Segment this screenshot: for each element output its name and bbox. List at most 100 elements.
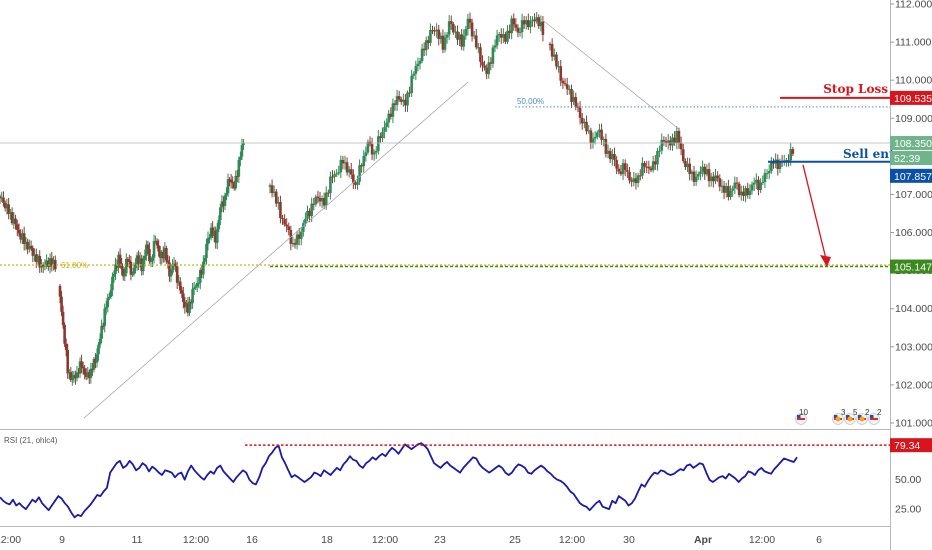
candle[interactable] (684, 158, 687, 170)
candle[interactable] (493, 39, 497, 53)
candle[interactable] (320, 195, 324, 208)
candle[interactable] (767, 164, 771, 180)
candle[interactable] (331, 170, 334, 184)
candle[interactable] (512, 13, 516, 31)
candle[interactable] (456, 25, 459, 45)
candle[interactable] (3, 200, 7, 212)
candle[interactable] (424, 36, 428, 56)
candle[interactable] (418, 57, 422, 70)
candle[interactable] (123, 267, 127, 282)
candle[interactable] (223, 192, 227, 210)
candle[interactable] (383, 120, 386, 139)
candle[interactable] (643, 160, 646, 173)
candle[interactable] (225, 187, 228, 201)
candle[interactable] (194, 284, 197, 290)
candle[interactable] (634, 173, 638, 190)
candle[interactable] (214, 226, 218, 249)
candle[interactable] (416, 57, 420, 72)
candle[interactable] (347, 166, 351, 178)
candle[interactable] (623, 159, 627, 177)
candle[interactable] (787, 154, 790, 167)
candle[interactable] (362, 150, 366, 173)
candle[interactable] (75, 366, 79, 382)
candle[interactable] (733, 176, 737, 194)
candle[interactable] (699, 166, 702, 181)
candle[interactable] (205, 239, 208, 265)
candle[interactable] (339, 155, 343, 179)
candle[interactable] (763, 168, 767, 188)
candle[interactable] (385, 118, 388, 132)
candle[interactable] (372, 149, 376, 161)
candle[interactable] (129, 255, 133, 281)
candle[interactable] (175, 261, 179, 290)
candle[interactable] (182, 286, 185, 309)
candle[interactable] (237, 156, 241, 183)
candle[interactable] (318, 191, 322, 207)
candle[interactable] (58, 283, 62, 304)
candle[interactable] (742, 185, 745, 201)
candle[interactable] (21, 229, 24, 245)
candle[interactable] (527, 13, 530, 31)
candle[interactable] (208, 233, 211, 244)
candle[interactable] (389, 107, 393, 120)
candle[interactable] (24, 237, 28, 251)
candle[interactable] (632, 172, 636, 187)
candle[interactable] (143, 249, 147, 267)
candle[interactable] (443, 32, 447, 53)
candle[interactable] (468, 12, 472, 29)
candle[interactable] (497, 31, 501, 42)
candle[interactable] (220, 195, 224, 213)
candle[interactable] (770, 157, 773, 174)
candle[interactable] (80, 354, 83, 374)
candle[interactable] (600, 123, 603, 145)
candle[interactable] (98, 333, 102, 349)
candle[interactable] (360, 163, 363, 173)
candle[interactable] (189, 299, 193, 310)
candle[interactable] (654, 155, 657, 170)
candle[interactable] (10, 207, 14, 226)
candle[interactable] (341, 156, 345, 170)
candle[interactable] (77, 368, 80, 378)
candle[interactable] (335, 169, 338, 177)
candle[interactable] (514, 18, 518, 32)
candle[interactable] (157, 239, 160, 257)
candle[interactable] (489, 57, 493, 71)
candle[interactable] (720, 179, 724, 194)
candle[interactable] (393, 100, 397, 111)
candle[interactable] (312, 198, 316, 211)
candle[interactable] (731, 185, 734, 197)
candle[interactable] (364, 146, 368, 162)
candle[interactable] (33, 248, 36, 262)
candle[interactable] (563, 78, 567, 87)
economic-event-us-flag-icon[interactable]: 10 (795, 408, 809, 425)
candle[interactable] (379, 132, 382, 143)
candle[interactable] (343, 155, 347, 170)
candle[interactable] (47, 257, 50, 271)
candle[interactable] (677, 127, 681, 149)
candle[interactable] (555, 51, 558, 70)
candle[interactable] (454, 25, 457, 38)
candle[interactable] (412, 71, 416, 80)
candle[interactable] (53, 255, 57, 272)
candle[interactable] (410, 69, 413, 97)
candle[interactable] (705, 164, 709, 177)
candle[interactable] (81, 361, 85, 375)
candle[interactable] (327, 189, 330, 198)
rsi-pane[interactable]: RSI (21, ohlc4) (0, 436, 890, 519)
candle[interactable] (160, 250, 164, 265)
candle[interactable] (126, 256, 130, 267)
candle[interactable] (660, 133, 664, 155)
candle[interactable] (9, 209, 12, 220)
candle[interactable] (84, 368, 88, 381)
candle[interactable] (135, 252, 139, 271)
candle[interactable] (626, 163, 629, 179)
candle[interactable] (724, 182, 728, 198)
candle[interactable] (662, 136, 666, 146)
candle[interactable] (117, 251, 120, 274)
candle[interactable] (215, 222, 219, 249)
candle[interactable] (537, 14, 541, 29)
candle[interactable] (200, 264, 204, 279)
candle[interactable] (287, 222, 291, 236)
candle[interactable] (374, 145, 378, 159)
